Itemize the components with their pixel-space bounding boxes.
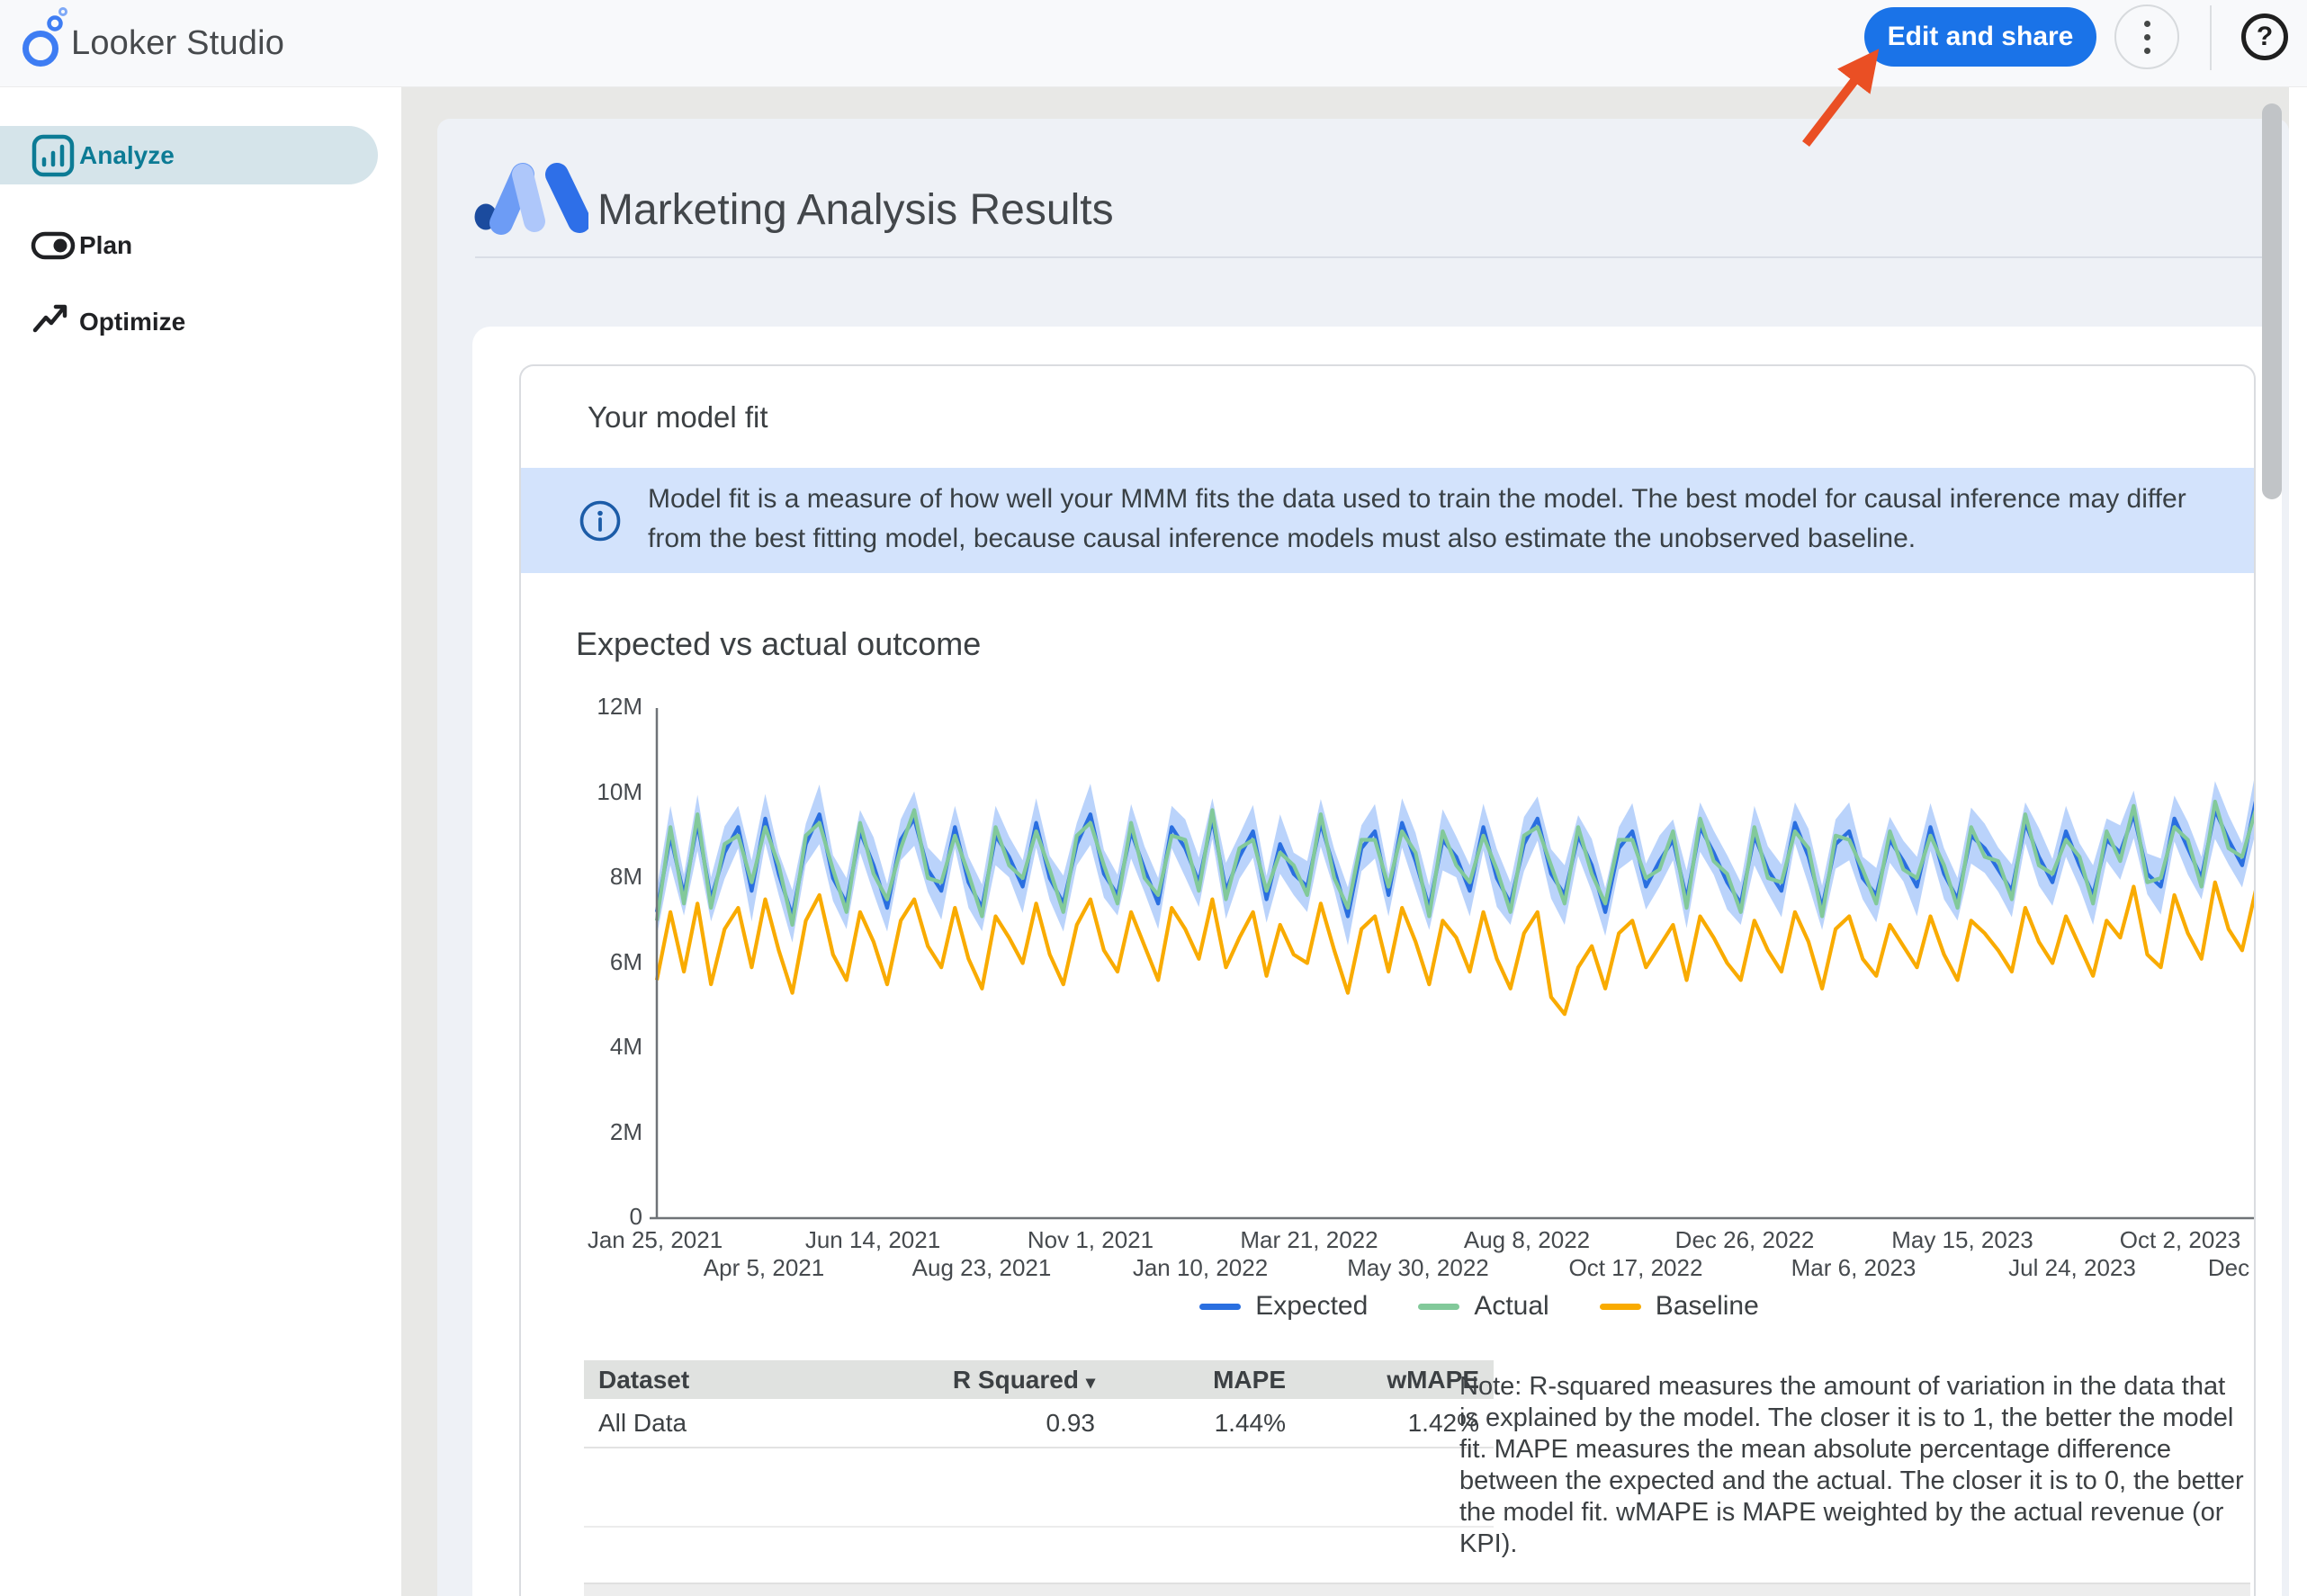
analyze-chart-icon [31, 133, 76, 178]
legend-label: Baseline [1655, 1291, 1759, 1321]
sidebar: Analyze Plan Optimize [0, 87, 401, 1596]
x-axis-label: Jul 24, 2023 [2008, 1254, 2136, 1281]
x-axis-label: Apr 5, 2021 [703, 1254, 825, 1281]
sidebar-item-label: Analyze [79, 140, 175, 169]
model-fit-card: Your model fit Model fit is a measure of… [519, 364, 2256, 1596]
legend-label: Expected [1255, 1291, 1369, 1321]
help-button[interactable]: ? [2241, 13, 2288, 60]
table-empty-row [584, 1448, 1494, 1528]
x-axis-label: Jun 14, 2021 [804, 1226, 941, 1253]
table-cell: All Data [584, 1399, 820, 1448]
help-question-icon: ? [2256, 22, 2274, 51]
card-title: Your model fit [588, 400, 768, 434]
x-axis-label: Mar 21, 2022 [1240, 1226, 1378, 1253]
x-axis-label: Dec [2207, 1254, 2250, 1281]
app-title: Looker Studio [71, 24, 285, 62]
three-dot-menu-icon [2143, 20, 2150, 54]
table-cell: 0.93 [820, 1399, 1109, 1448]
series-line-actual [654, 799, 2254, 928]
series-line-baseline [654, 880, 2254, 1017]
edit-and-share-label: Edit and share [1887, 22, 2074, 51]
y-axis-label: 2M [609, 1117, 642, 1145]
report-title: Marketing Analysis Results [597, 186, 1114, 234]
table-cell: 1.42% [1300, 1399, 1494, 1448]
table-header-mape: MAPE [1109, 1360, 1300, 1399]
legend-swatch [1599, 1303, 1641, 1310]
x-axis-label: Dec 26, 2022 [1674, 1226, 1815, 1253]
looker-studio-logo-icon [22, 7, 67, 67]
plan-toggle-icon [31, 223, 76, 268]
x-axis-label: Oct 17, 2022 [1568, 1254, 1703, 1281]
sidebar-item-optimize[interactable]: Optimize [0, 292, 401, 351]
legend-item-baseline[interactable]: Baseline [1599, 1291, 1759, 1322]
info-banner-text: Model fit is a measure of how well your … [648, 484, 2186, 553]
legend-item-actual[interactable]: Actual [1418, 1291, 1549, 1322]
table-header-dataset: Dataset [584, 1360, 820, 1399]
chart-legend: Expected Actual Baseline [705, 1291, 2254, 1322]
table-header-wmape: wMAPE [1300, 1360, 1494, 1399]
metrics-note: Note: R-squared measures the amount of v… [1459, 1372, 2244, 1558]
x-axis-label: Aug 23, 2021 [911, 1254, 1052, 1281]
viewport-right-gutter [2289, 87, 2307, 1596]
x-axis-label: May 15, 2023 [1891, 1226, 2033, 1253]
header-divider [2210, 5, 2212, 70]
info-icon [579, 500, 621, 542]
y-axis-label: 8M [609, 863, 642, 890]
chart-title: Expected vs actual outcome [576, 625, 982, 662]
y-axis-label: 6M [609, 947, 642, 975]
sidebar-item-plan[interactable]: Plan [0, 216, 401, 274]
legend-label: Actual [1474, 1291, 1549, 1321]
app-header: Looker Studio Edit and share ? [0, 0, 2307, 87]
table-row: All Data 0.93 1.44% 1.42% [584, 1399, 1494, 1448]
x-axis-label: Jan 25, 2021 [587, 1226, 723, 1253]
y-axis-label: 0 [629, 1203, 642, 1230]
table-header-r-squared[interactable]: R Squared ▾ [820, 1360, 1109, 1399]
next-section-peek [584, 1583, 2250, 1596]
more-options-button[interactable] [2114, 4, 2179, 69]
info-banner: Model fit is a measure of how well your … [521, 468, 2254, 573]
x-axis-label: Mar 6, 2023 [1791, 1254, 1917, 1281]
y-axis-label: 10M [597, 777, 642, 805]
x-axis-label: Oct 2, 2023 [2119, 1226, 2241, 1253]
sidebar-item-analyze[interactable]: Analyze [0, 126, 378, 184]
legend-swatch [1199, 1303, 1242, 1310]
legend-item-expected[interactable]: Expected [1199, 1291, 1368, 1322]
y-axis-label: 4M [609, 1033, 642, 1060]
sidebar-item-label: Optimize [79, 307, 186, 336]
y-axis-label: 12M [597, 693, 642, 720]
table-cell: 1.44% [1109, 1399, 1300, 1448]
vertical-scrollbar-thumb[interactable] [2262, 103, 2282, 499]
x-axis-label: Jan 10, 2022 [1132, 1254, 1269, 1281]
expected-vs-actual-chart [650, 708, 2254, 1220]
x-axis-label: Aug 8, 2022 [1463, 1226, 1591, 1253]
x-axis-label: May 30, 2022 [1347, 1254, 1489, 1281]
legend-swatch [1418, 1303, 1460, 1310]
sort-descending-icon: ▾ [1085, 1372, 1095, 1393]
report-title-divider [475, 256, 2279, 258]
optimize-trend-icon [31, 300, 76, 345]
edit-and-share-button[interactable]: Edit and share [1864, 7, 2096, 67]
x-axis-label: Nov 1, 2021 [1027, 1226, 1154, 1253]
model-fit-table: Dataset R Squared ▾ MAPE wMAPE All Data 0.93 1… [584, 1360, 1494, 1528]
meridian-logo [474, 163, 588, 235]
sidebar-item-label: Plan [79, 230, 133, 259]
